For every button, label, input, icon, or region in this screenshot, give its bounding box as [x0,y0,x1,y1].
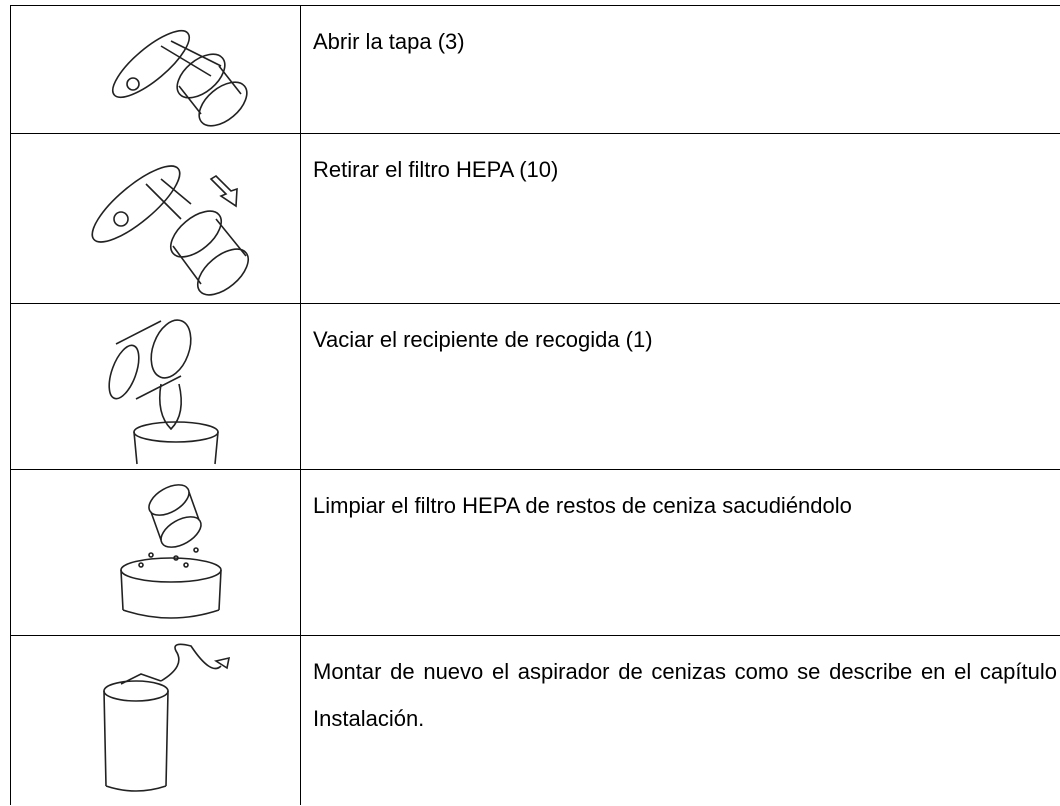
image-cell [11,304,301,470]
table-row: Retirar el filtro HEPA (10) [10,133,1060,304]
image-cell [11,470,301,636]
image-cell [11,6,301,134]
table-row: Limpiar el filtro HEPA de restos de ceni… [10,469,1060,636]
cell-text: Retirar el filtro HEPA (10) [313,157,559,182]
table-row: Abrir la tapa (3) [10,5,1060,134]
cell-text: Montar de nuevo el aspirador de cenizas … [313,659,1057,731]
cell-text: Limpiar el filtro HEPA de restos de ceni… [313,493,852,518]
illustration [108,319,219,465]
cell-text: Abrir la tapa (3) [313,29,465,54]
table-row: Montar de nuevo el aspirador de cenizas … [10,635,1060,805]
illustration [120,484,222,619]
table-row: Vaciar el recipiente de recogida (1) [10,303,1060,470]
illustration [112,30,248,127]
illustration [103,643,231,792]
image-cell [11,636,301,805]
image-cell [11,134,301,304]
illustration [91,165,249,296]
cell-text: Vaciar el recipiente de recogida (1) [313,327,653,352]
